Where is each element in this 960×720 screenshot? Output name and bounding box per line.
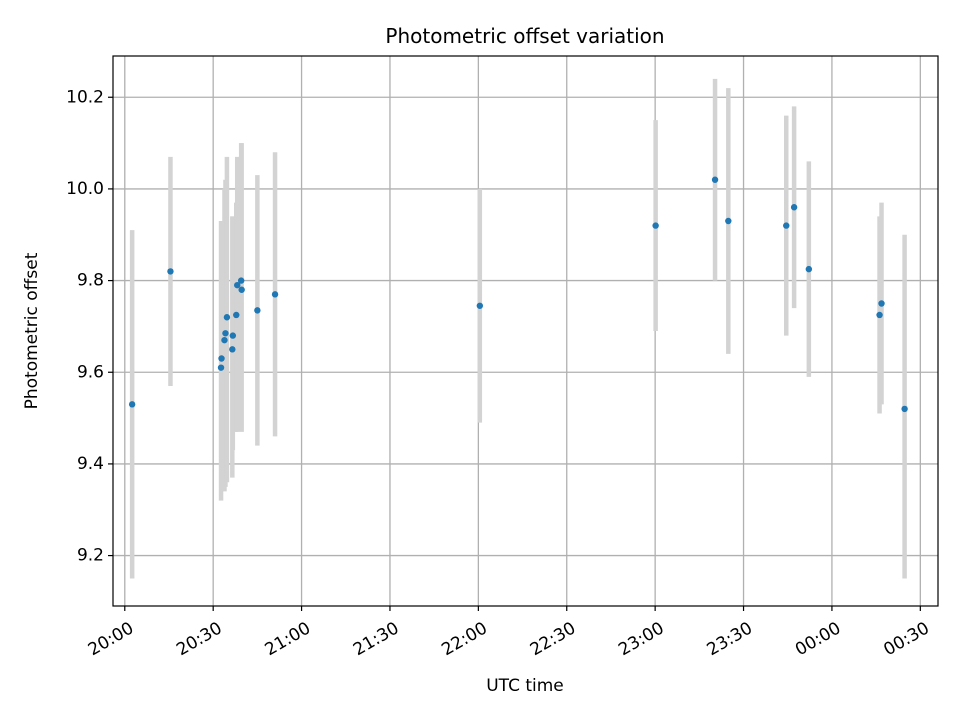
- y-axis-ticks: 9.2 9.4 9.6 9.8 10.0 10.2: [66, 87, 113, 566]
- data-point: [223, 314, 231, 321]
- y-tick-label: 9.6: [77, 362, 104, 382]
- y-tick-label: 9.2: [77, 546, 104, 566]
- plot-area-frame: [112, 55, 939, 607]
- data-point: [128, 401, 136, 408]
- y-tick-label: 9.8: [77, 271, 104, 291]
- data-point: [254, 307, 261, 314]
- data-point: [221, 336, 228, 344]
- data-point: [476, 302, 484, 309]
- data-point: [234, 281, 241, 289]
- y-tick-label: 9.4: [77, 454, 104, 474]
- data-point: [233, 311, 240, 319]
- data-point: [229, 346, 236, 353]
- grid-lines: [113, 56, 938, 606]
- data-point: [878, 300, 885, 307]
- data-point: [725, 217, 732, 225]
- data-point: [238, 286, 245, 293]
- data-point: [805, 265, 813, 273]
- data-point: [711, 176, 719, 183]
- data-points: [128, 176, 908, 413]
- data-point: [218, 355, 225, 362]
- y-tick-label: 10.0: [66, 179, 104, 199]
- data-point: [876, 311, 883, 319]
- data-point: [167, 268, 174, 275]
- data-point: [783, 222, 790, 229]
- data-point: [217, 364, 225, 371]
- y-tick-label: 10.2: [66, 87, 104, 107]
- data-point: [237, 277, 245, 284]
- y-axis-label: Photometric offset: [22, 252, 42, 409]
- data-point: [271, 291, 279, 298]
- data-point: [222, 330, 229, 337]
- data-point: [790, 204, 798, 211]
- data-point: [901, 405, 908, 413]
- chart-title: Photometric offset variation: [385, 24, 664, 48]
- data-point: [229, 332, 237, 339]
- x-axis-label: UTC time: [486, 676, 564, 696]
- data-point: [652, 222, 659, 229]
